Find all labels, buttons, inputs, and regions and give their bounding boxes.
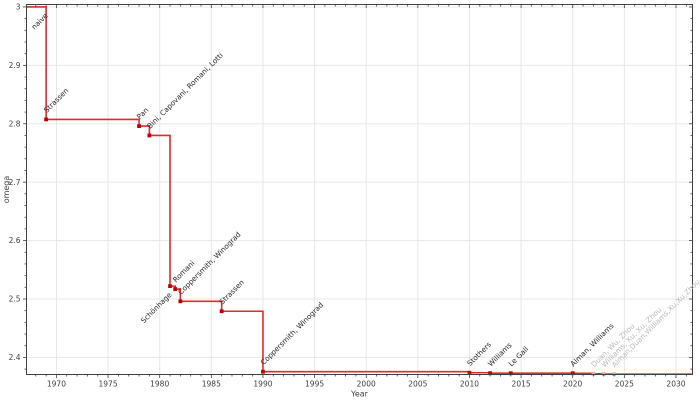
- y-tick-label: 2.7: [9, 178, 21, 187]
- y-tick-label: 3: [16, 3, 21, 12]
- data-point-marker: [488, 371, 493, 376]
- data-point-marker: [261, 369, 265, 374]
- data-point-marker: [570, 371, 575, 376]
- data-point-marker: [147, 133, 152, 138]
- data-point-marker: [219, 309, 224, 314]
- y-tick-label: 2.4: [9, 353, 21, 362]
- x-tick-label: 1980: [150, 380, 169, 389]
- x-tick-label: 2000: [357, 380, 376, 389]
- x-tick-label: 2020: [563, 380, 582, 389]
- x-tick-label: 1985: [202, 380, 221, 389]
- y-tick-label: 2.8: [9, 119, 21, 128]
- x-tick-label: 1975: [99, 380, 118, 389]
- x-tick-label: 2005: [408, 380, 427, 389]
- x-tick-label: 1970: [47, 380, 66, 389]
- data-point-marker: [44, 117, 49, 122]
- y-tick-label: 2.5: [9, 295, 21, 304]
- data-point-marker: [178, 299, 183, 304]
- data-point-marker: [508, 371, 513, 376]
- plot-border: [26, 4, 693, 375]
- x-tick-label: 2025: [615, 380, 634, 389]
- x-tick-label: 2030: [666, 380, 685, 389]
- data-point-marker: [173, 287, 178, 291]
- x-tick-label: 1990: [253, 380, 272, 389]
- x-axis-label: Year: [350, 390, 369, 399]
- x-tick-label: 2010: [460, 380, 479, 389]
- y-tick-label: 2.6: [9, 236, 21, 245]
- x-tick-label: 1995: [305, 380, 324, 389]
- data-point-marker: [137, 124, 141, 129]
- data-point-marker: [467, 370, 472, 375]
- data-point-marker: [168, 284, 172, 289]
- y-axis-label: omega: [2, 176, 11, 204]
- x-tick-label: 2015: [512, 380, 531, 389]
- data-point-marker: [591, 371, 596, 376]
- y-tick-label: 2.9: [9, 61, 21, 70]
